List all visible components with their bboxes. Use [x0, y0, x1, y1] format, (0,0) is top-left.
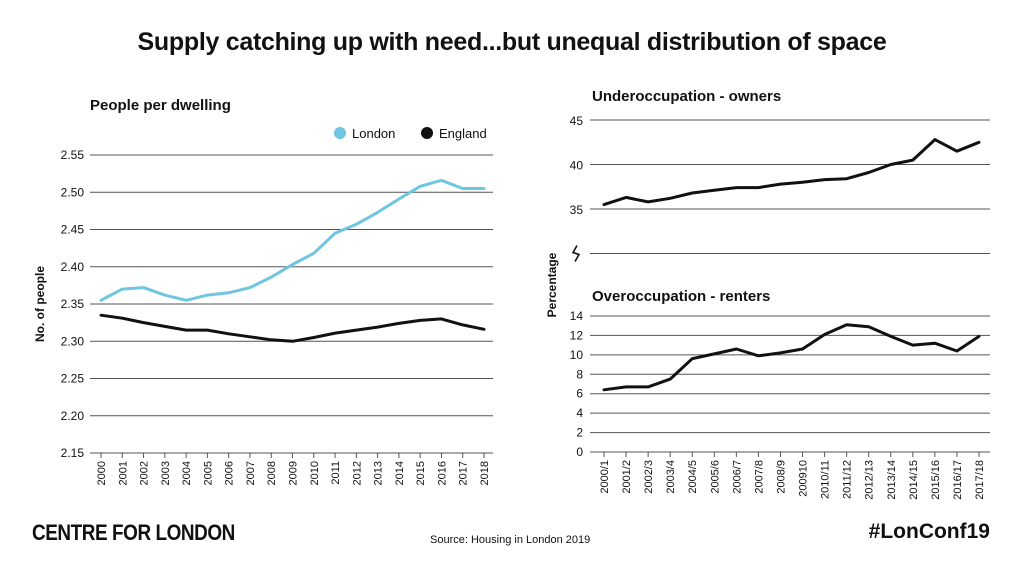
x-tick-label: 2002 [139, 461, 151, 485]
x-tick-label: 2011 [330, 461, 342, 485]
underoccupation-chart-title: Underoccupation - owners [592, 88, 782, 105]
y-tick-label: 2.15 [61, 446, 85, 460]
x-tick-label: 2010/11 [820, 460, 832, 499]
x-tick-label: 2007 [245, 461, 257, 485]
series-line-england [99, 313, 486, 343]
y-tick-label: 2.55 [61, 148, 85, 162]
legend-marker-london [334, 127, 346, 139]
x-tick-label: 2016/17 [952, 460, 964, 500]
x-tick-label: 2005 [202, 461, 214, 485]
legend-label-london: London [352, 126, 395, 141]
x-tick-label: 2011/12 [842, 460, 854, 499]
x-tick-label: 2008 [266, 461, 278, 485]
y-tick-label: 2.20 [61, 409, 85, 423]
x-tick-label: 200910 [798, 460, 810, 497]
series-line-owners [602, 138, 981, 207]
x-tick-label: 2001/2 [621, 460, 633, 494]
x-tick-label: 2006 [224, 461, 236, 485]
left-chart-title: People per dwelling [90, 97, 231, 114]
y-tick-label: 2 [576, 426, 583, 440]
y-tick-label: 40 [570, 159, 584, 173]
series-line-renters [602, 323, 981, 392]
y-tick-label: 2.50 [61, 185, 85, 199]
conference-hashtag: #LonConf19 [868, 520, 990, 543]
x-tick-label: 2015 [415, 461, 427, 485]
x-tick-label: 2015/16 [930, 460, 942, 500]
source-note: Source: Housing in London 2019 [430, 534, 591, 546]
y-tick-label: 10 [570, 348, 584, 362]
x-tick-label: 2010 [309, 461, 321, 485]
y-tick-label: 35 [570, 203, 584, 217]
x-tick-label: 2017/18 [974, 460, 986, 500]
axis-break-icon [571, 245, 581, 262]
y-tick-label: 6 [576, 387, 583, 401]
x-tick-label: 2001 [117, 461, 129, 485]
x-tick-label: 2007/8 [753, 460, 765, 494]
x-tick-label: 2002/3 [643, 460, 655, 494]
y-tick-label: 2.25 [61, 372, 85, 386]
x-tick-label: 2004/5 [687, 460, 699, 494]
occupation-charts: 35 40 45 0 2 4 6 8 10 12 14 2000/1 2001/2 2002/3 2003/… [545, 114, 990, 500]
x-tick-label: 2016 [436, 461, 448, 485]
x-tick-label: 2018 [479, 461, 491, 485]
x-tick-label: 2013 [373, 461, 385, 485]
x-tick-label: 2012 [351, 461, 363, 485]
y-tick-label: 14 [570, 309, 584, 323]
y-tick-label: 8 [576, 367, 583, 381]
y-tick-label: 2.30 [61, 334, 85, 348]
x-tick-label: 2012/13 [864, 460, 876, 500]
x-tick-label: 2003 [160, 461, 172, 485]
x-tick-label: 2006/7 [731, 460, 743, 494]
brand-logo: CENTRE FOR LONDON [32, 520, 235, 545]
x-tick-label: 2008/9 [775, 460, 787, 494]
x-tick-label: 2004 [181, 461, 193, 485]
y-axis-label: No. of people [33, 266, 47, 342]
x-tick-label: 2014/15 [908, 460, 920, 500]
y-tick-label: 2.45 [61, 223, 85, 237]
y-tick-label: 4 [576, 406, 583, 420]
people-per-dwelling-chart: 2.15 2.20 2.25 2.30 2.35 2.40 2.45 2.50 2.55 2000… [33, 126, 493, 485]
x-tick-label: 2000 [96, 461, 108, 485]
y-tick-label: 0 [576, 445, 583, 459]
y-tick-label: 45 [570, 114, 584, 128]
y-tick-label: 2.40 [61, 260, 85, 274]
overoccupation-chart-title: Overoccupation - renters [592, 288, 771, 305]
x-tick-label: 2000/1 [599, 460, 611, 494]
x-tick-label: 2003/4 [665, 460, 677, 494]
x-tick-label: 2014 [394, 461, 406, 485]
page-title: Supply catching up with need...but unequ… [137, 28, 887, 56]
y-tick-label: 2.35 [61, 297, 85, 311]
y-tick-label: 12 [570, 328, 584, 342]
x-tick-label: 2009 [288, 461, 300, 485]
series-line-london [99, 178, 486, 302]
legend-label-england: England [439, 126, 487, 141]
y-axis-label: Percentage [545, 252, 559, 317]
x-tick-label: 2017 [458, 461, 470, 485]
x-tick-label: 2005/6 [709, 460, 721, 494]
x-tick-label: 2013/14 [886, 460, 898, 500]
legend-marker-england [421, 127, 433, 139]
